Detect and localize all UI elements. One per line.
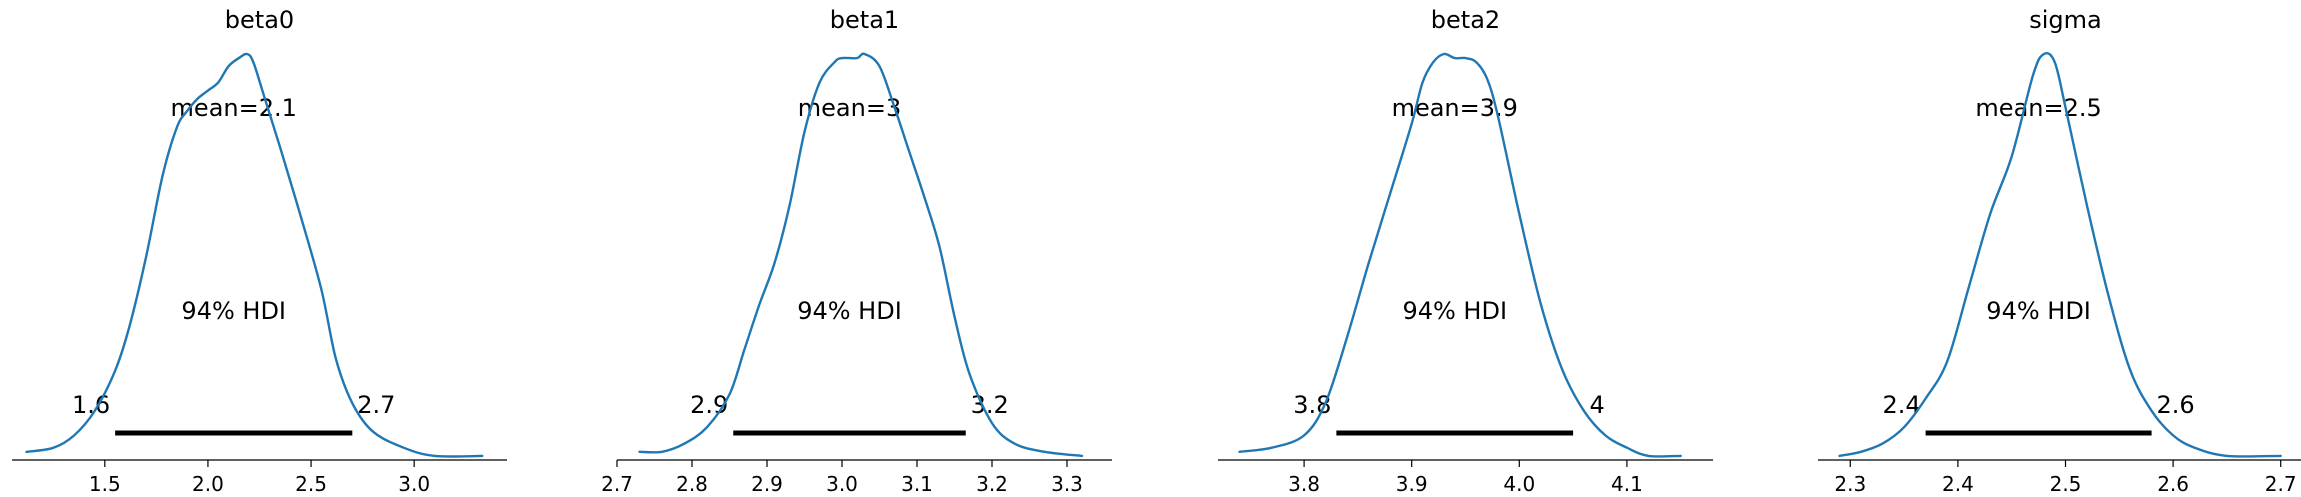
x-tick-label: 2.4 <box>1942 472 1974 496</box>
panel-title: beta2 <box>1431 6 1500 34</box>
hdi-high-label: 2.6 <box>2157 391 2195 419</box>
x-tick-label: 3.1 <box>901 472 933 496</box>
hdi-high-label: 4 <box>1589 391 1604 419</box>
panel-beta0: beta0 mean=2.1 94% HDI 1.6 2.7 1.5 2.0 2.5… <box>12 6 507 496</box>
x-tick-label: 3.9 <box>1396 472 1428 496</box>
hdi-high-label: 3.2 <box>971 391 1009 419</box>
x-tick-label: 1.5 <box>89 472 121 496</box>
x-tick-label: 2.9 <box>751 472 783 496</box>
density-curve <box>638 52 1084 458</box>
panel-beta1: beta1 mean=3 94% HDI 2.9 3.2 2.7 2.8 2.9 3.… <box>601 6 1112 496</box>
hdi-high-label: 2.7 <box>357 391 395 419</box>
hdi-label: 94% HDI <box>181 297 286 325</box>
x-tick-label: 2.6 <box>2157 472 2189 496</box>
hdi-low-label: 2.9 <box>690 391 728 419</box>
x-tick-label: 4.1 <box>1611 472 1643 496</box>
x-tick-label: 2.5 <box>2050 472 2082 496</box>
panel-title: sigma <box>2029 6 2102 34</box>
x-tick-label: 4.0 <box>1503 472 1535 496</box>
panel-sigma: sigma mean=2.5 94% HDI 2.4 2.6 2.3 2.4 2.5… <box>1818 6 2301 496</box>
x-tick-label: 3.3 <box>1051 472 1083 496</box>
x-tick-label: 2.7 <box>601 472 633 496</box>
x-tick-label: 2.8 <box>676 472 708 496</box>
mean-label: mean=2.1 <box>171 94 297 122</box>
x-tick-label: 3.8 <box>1288 472 1320 496</box>
mean-label: mean=3 <box>798 94 901 122</box>
hdi-label: 94% HDI <box>1986 297 2091 325</box>
x-tick-label: 3.0 <box>398 472 430 496</box>
x-tick-label: 2.7 <box>2265 472 2297 496</box>
x-tick-label: 2.3 <box>1834 472 1866 496</box>
x-tick-label: 2.5 <box>295 472 327 496</box>
density-curve <box>1838 51 2282 458</box>
mean-label: mean=2.5 <box>1975 94 2101 122</box>
panel-beta2: beta2 mean=3.9 94% HDI 3.8 4 3.8 3.9 4.0 4.… <box>1218 6 1713 496</box>
panel-title: beta0 <box>225 6 294 34</box>
x-tick-label: 3.2 <box>976 472 1008 496</box>
hdi-label: 94% HDI <box>1402 297 1507 325</box>
x-tick-label: 2.0 <box>192 472 224 496</box>
density-curve <box>25 52 484 458</box>
x-tick-label: 3.0 <box>826 472 858 496</box>
density-curve <box>1238 52 1682 458</box>
hdi-label: 94% HDI <box>797 297 902 325</box>
panel-title: beta1 <box>830 6 899 34</box>
